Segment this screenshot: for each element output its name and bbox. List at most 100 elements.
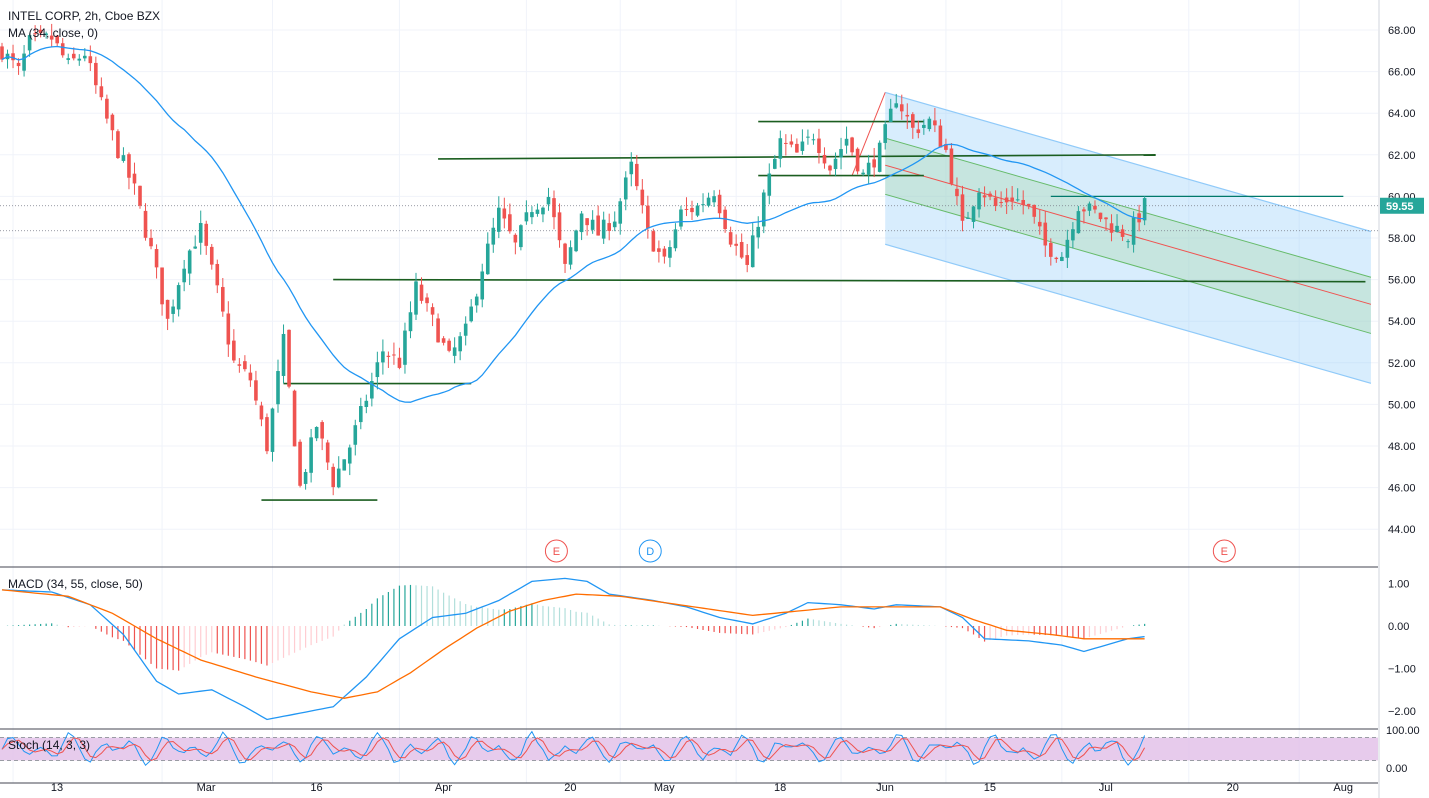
candle-body[interactable] (679, 209, 683, 227)
candle-body[interactable] (1104, 217, 1108, 220)
candle-body[interactable] (1010, 197, 1014, 201)
candle-body[interactable] (911, 114, 915, 128)
candle-body[interactable] (309, 437, 313, 473)
candle-body[interactable] (0, 46, 4, 60)
candle-body[interactable] (270, 408, 275, 452)
candle-body[interactable] (1115, 225, 1119, 232)
price-axis[interactable]: 68.0066.0064.0062.0060.0058.0056.0054.00… (1380, 25, 1424, 775)
candle-body[interactable] (397, 357, 402, 368)
candle-body[interactable] (436, 318, 440, 343)
last-price-tag[interactable] (1380, 197, 1424, 214)
candle-body[interactable] (485, 243, 490, 275)
candle-body[interactable] (491, 227, 496, 245)
candle-body[interactable] (469, 306, 473, 322)
candle-body[interactable] (745, 255, 749, 265)
candle-body[interactable] (739, 242, 744, 258)
candle-body[interactable] (392, 354, 396, 356)
candle-body[interactable] (977, 192, 981, 210)
candle-body[interactable] (888, 108, 893, 123)
candle-body[interactable] (833, 158, 838, 170)
candle-body[interactable] (1049, 242, 1053, 257)
candle-body[interactable] (138, 185, 142, 206)
candle-body[interactable] (563, 243, 567, 264)
candle-body[interactable] (497, 207, 501, 232)
candle-body[interactable] (966, 217, 970, 219)
candle-body[interactable] (204, 223, 209, 246)
candle-body[interactable] (646, 205, 650, 229)
candle-body[interactable] (66, 58, 71, 60)
candle-body[interactable] (701, 204, 705, 206)
candle-body[interactable] (1137, 213, 1141, 223)
candle-body[interactable] (800, 141, 805, 151)
candle-body[interactable] (11, 53, 15, 61)
candle-body[interactable] (193, 246, 197, 249)
candle-body[interactable] (447, 340, 451, 351)
drawing-tools[interactable] (0, 91, 1378, 501)
candle-body[interactable] (232, 340, 236, 361)
candle-body[interactable] (1087, 203, 1092, 211)
candle-body[interactable] (905, 114, 910, 117)
candle-body[interactable] (519, 225, 523, 248)
candle-body[interactable] (1043, 222, 1048, 246)
candle-body[interactable] (1060, 256, 1064, 261)
pitchfork-outer-line[interactable] (885, 243, 1372, 384)
candle-series[interactable] (0, 23, 1147, 496)
candle-body[interactable] (938, 125, 943, 148)
candle-body[interactable] (684, 208, 689, 210)
candle-body[interactable] (38, 29, 43, 34)
candle-body[interactable] (121, 155, 126, 161)
candle-body[interactable] (541, 207, 545, 215)
candle-body[interactable] (1109, 223, 1114, 233)
candle-body[interactable] (458, 336, 462, 352)
candle-body[interactable] (320, 422, 324, 439)
candle-body[interactable] (508, 214, 512, 232)
candle-body[interactable] (949, 148, 954, 184)
candle-body[interactable] (165, 299, 170, 319)
earnings-marker[interactable] (1212, 539, 1236, 563)
candle-body[interactable] (590, 219, 595, 230)
candle-body[interactable] (71, 53, 76, 59)
candle-body[interactable] (474, 296, 479, 306)
candle-body[interactable] (546, 196, 551, 205)
candle-body[interactable] (331, 466, 335, 488)
candle-body[interactable] (221, 287, 225, 312)
candle-body[interactable] (795, 143, 799, 153)
candle-body[interactable] (899, 104, 904, 112)
candle-body[interactable] (55, 35, 59, 44)
candle-body[interactable] (110, 114, 115, 131)
candle-body[interactable] (425, 297, 429, 304)
candle-body[interactable] (408, 312, 413, 332)
candle-body[interactable] (789, 141, 794, 145)
candle-body[interactable] (612, 221, 617, 228)
candle-body[interactable] (1054, 257, 1059, 260)
candle-body[interactable] (657, 248, 661, 252)
candle-body[interactable] (894, 103, 899, 108)
pitchfork-inner-line[interactable] (885, 137, 1372, 278)
candle-body[interactable] (463, 323, 468, 336)
candle-body[interactable] (292, 390, 297, 447)
candle-body[interactable] (695, 205, 700, 216)
horizontal-level-line[interactable] (333, 278, 1366, 283)
candle-body[interactable] (182, 268, 186, 283)
candle-body[interactable] (381, 351, 385, 363)
signal-line[interactable] (1, 589, 1145, 699)
candle-body[interactable] (259, 405, 264, 420)
candle-body[interactable] (993, 197, 998, 206)
candle-body[interactable] (1021, 199, 1025, 206)
candle-body[interactable] (960, 194, 965, 221)
candle-body[interactable] (822, 155, 827, 164)
candle-body[interactable] (585, 218, 589, 226)
candle-body[interactable] (579, 213, 584, 233)
candle-body[interactable] (530, 212, 534, 218)
pitchfork-outer-line[interactable] (885, 91, 1372, 233)
candle-body[interactable] (640, 189, 645, 206)
candle-body[interactable] (480, 271, 485, 300)
candle-body[interactable] (254, 380, 258, 401)
candle-body[interactable] (187, 250, 192, 274)
candle-body[interactable] (353, 425, 358, 445)
candle-body[interactable] (1071, 229, 1075, 241)
candle-body[interactable] (535, 209, 540, 214)
candle-body[interactable] (635, 163, 639, 187)
candle-body[interactable] (209, 246, 214, 265)
